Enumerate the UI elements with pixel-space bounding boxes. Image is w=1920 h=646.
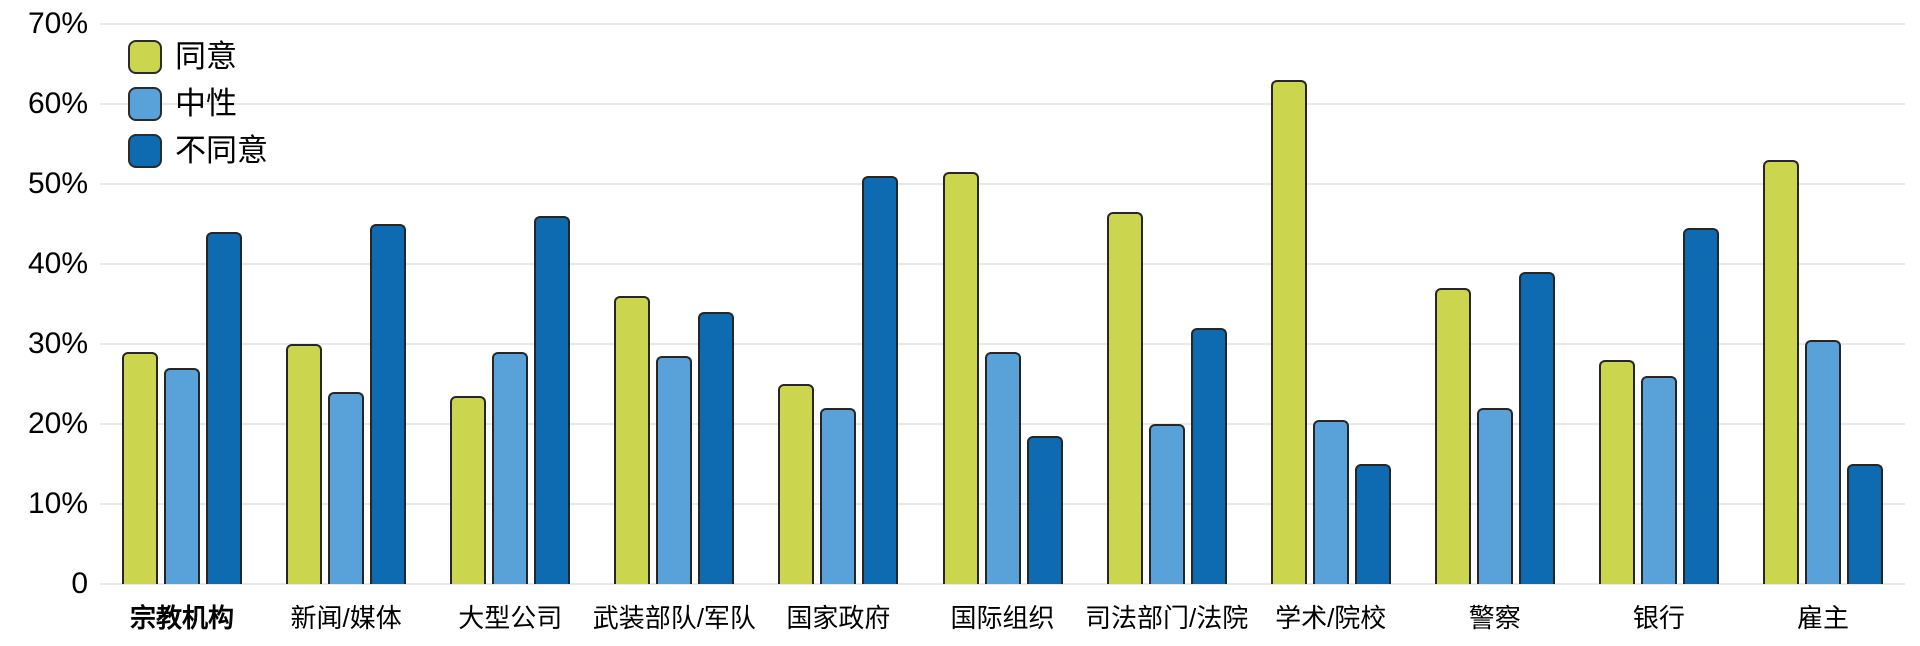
bar-groups <box>100 24 1905 584</box>
bar-group <box>592 24 756 584</box>
bar-group <box>756 24 920 584</box>
bar <box>1190 328 1227 584</box>
bar <box>862 176 899 584</box>
bar <box>1434 288 1471 584</box>
gridline <box>100 183 1905 185</box>
y-axis-tick-label: 70% <box>27 7 88 40</box>
y-axis-tick-label: 60% <box>27 87 88 120</box>
legend-item: 不同意 <box>128 134 268 168</box>
y-axis-tick-label: 20% <box>27 407 88 440</box>
legend-swatch-icon <box>128 87 162 121</box>
y-axis: 0 10% 20% 30% 40% 50% 60% 70% <box>0 0 88 646</box>
bar <box>1640 376 1677 584</box>
bar <box>1026 436 1063 584</box>
category-label: 大型公司 <box>458 603 563 633</box>
y-axis-tick-label: 10% <box>27 487 88 520</box>
bar <box>1762 160 1799 584</box>
category-label: 学术/院校 <box>1275 603 1387 633</box>
bar-group <box>264 24 428 584</box>
legend-swatch-icon <box>128 134 162 168</box>
category-label: 银行 <box>1632 603 1685 633</box>
y-axis-tick-label: 0 <box>71 567 88 600</box>
bar <box>370 224 407 584</box>
x-axis-labels: 宗教机构 新闻/媒体 大型公司 武装部队/军队 国家政府 国际组织 司法部门/法院 学术/院校… <box>100 598 1905 635</box>
y-axis-tick-label: 30% <box>27 327 88 360</box>
bar <box>942 172 979 584</box>
bar <box>698 312 735 584</box>
bar <box>1312 420 1349 584</box>
category-label: 国际组织 <box>950 603 1055 633</box>
y-axis-tick-label: 50% <box>27 167 88 200</box>
bar <box>1518 272 1555 584</box>
bar-group <box>1741 24 1905 584</box>
bar <box>122 352 159 584</box>
bar-group <box>1085 24 1249 584</box>
bar <box>1354 464 1391 584</box>
bar-group <box>920 24 1084 584</box>
bar-group <box>1577 24 1741 584</box>
bar <box>1598 360 1635 584</box>
gridline <box>100 583 1905 585</box>
category-label: 宗教机构 <box>130 603 235 633</box>
bar <box>534 216 571 584</box>
bar <box>984 352 1021 584</box>
legend-item: 中性 <box>128 87 268 121</box>
legend-item: 同意 <box>128 40 268 74</box>
bar <box>656 356 693 584</box>
bar <box>1682 228 1719 584</box>
bar <box>286 344 323 584</box>
bar <box>778 384 815 584</box>
category-label: 警察 <box>1468 603 1521 633</box>
bar-group <box>100 24 264 584</box>
bar <box>206 232 243 584</box>
bar <box>450 396 487 584</box>
legend-label: 不同意 <box>175 133 268 168</box>
gridline <box>100 103 1905 105</box>
bar <box>492 352 529 584</box>
category-label: 司法部门/法院 <box>1084 603 1249 633</box>
bar-group <box>1249 24 1413 584</box>
legend: 同意 中性 不同意 <box>128 40 268 181</box>
category-label: 武装部队/军队 <box>592 603 756 633</box>
gridline <box>100 23 1905 25</box>
gridline <box>100 343 1905 345</box>
bar <box>1106 212 1143 584</box>
bar <box>1846 464 1883 584</box>
bar <box>614 296 651 584</box>
bar <box>1804 340 1841 584</box>
legend-swatch-icon <box>128 40 162 74</box>
bar <box>164 368 201 584</box>
category-label: 雇主 <box>1796 603 1849 633</box>
y-axis-tick-label: 40% <box>27 247 88 280</box>
category-label: 新闻/媒体 <box>290 603 402 633</box>
bar <box>1148 424 1185 584</box>
category-label: 国家政府 <box>786 603 891 633</box>
legend-label: 中性 <box>175 86 237 121</box>
bar <box>328 392 365 584</box>
legend-label: 同意 <box>175 39 237 74</box>
plot-area: 同意 中性 不同意 <box>100 23 1905 585</box>
bar-group <box>428 24 592 584</box>
gridline <box>100 263 1905 265</box>
bar <box>820 408 857 584</box>
bar <box>1476 408 1513 584</box>
bar <box>1270 80 1307 584</box>
bar-group <box>1413 24 1577 584</box>
